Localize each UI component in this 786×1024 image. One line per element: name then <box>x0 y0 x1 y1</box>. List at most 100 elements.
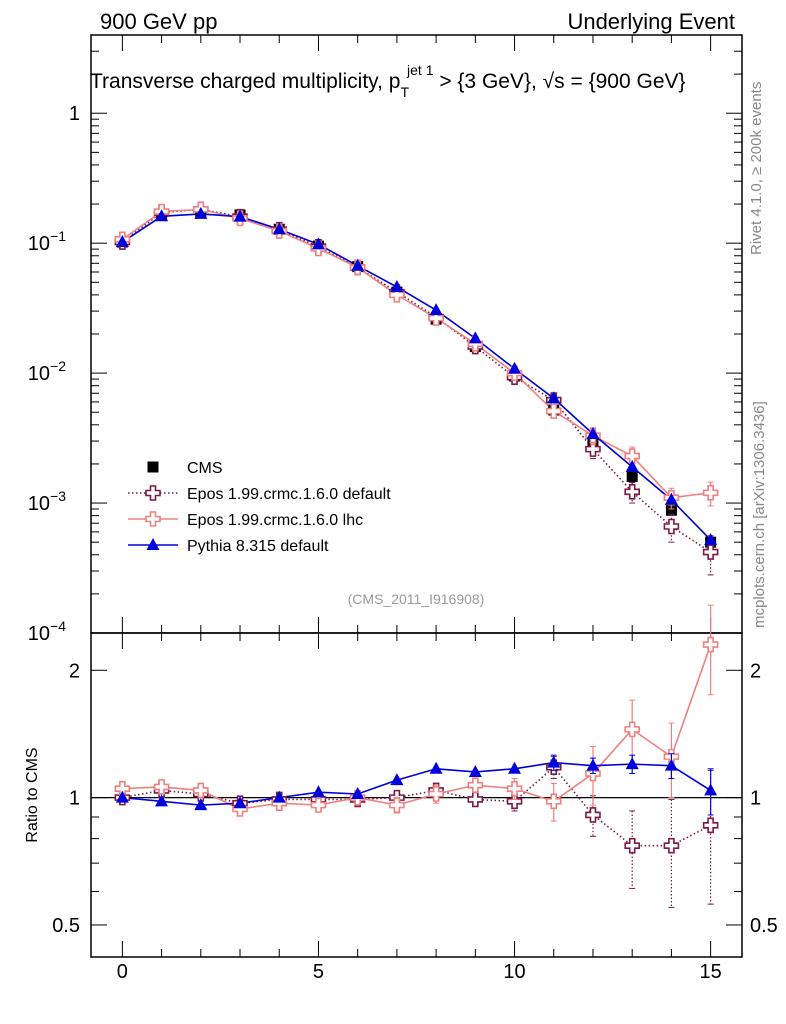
ratio-y-tick-label-right: 0.5 <box>750 915 778 937</box>
y-tick-label-exponent: −4 <box>50 618 66 634</box>
ratio-point-pythia-8-315-default <box>233 796 247 809</box>
ratio-point-epos-1-99-crmc-1-6-0-lhc <box>467 777 484 793</box>
ratio-point-pythia-8-315-default <box>586 758 600 771</box>
header-left: 900 GeV pp <box>100 9 217 34</box>
main-point-pythia-8-315-default <box>351 258 365 271</box>
main-point-epos-1-99-crmc-1-6-0-lhc <box>389 287 405 303</box>
ratio-point-pythia-8-315-default <box>311 785 325 798</box>
ratio-y-tick-label: 1 <box>69 788 80 810</box>
x-tick-label: 10 <box>503 961 525 983</box>
main-line-epos-1-99-crmc-1-6-0-default <box>121 208 712 553</box>
main-point-pythia-8-315-default <box>311 237 325 250</box>
ratio-series-layer <box>114 604 719 908</box>
legend-marker-cms <box>147 461 159 473</box>
y-tick-label-exponent: −3 <box>50 488 66 504</box>
legend-marker-epos-1-99-crmc-1-6-0-default <box>145 485 161 501</box>
legend-marker-pythia-8-315-default <box>146 538 160 550</box>
main-point-epos-1-99-crmc-1-6-0-default <box>585 441 601 457</box>
ratio-point-pythia-8-315-default <box>351 786 365 799</box>
main-axes: 110−110−210−310−4 <box>28 34 742 645</box>
ratio-point-epos-1-99-crmc-1-6-0-lhc <box>428 786 444 802</box>
title-main: Transverse charged multiplicity, p <box>90 70 400 93</box>
ratio-point-pythia-8-315-default <box>508 761 522 774</box>
y-tick-label-base: 10 <box>28 493 50 515</box>
ratio-point-pythia-8-315-default <box>625 757 639 770</box>
ratio-y-tick-label-right: 2 <box>750 660 761 682</box>
ratio-point-epos-1-99-crmc-1-6-0-default <box>663 837 680 854</box>
y-tick-label: 10−1 <box>28 228 66 255</box>
ratio-ylabel: Ratio to CMS <box>24 747 41 842</box>
main-point-pythia-8-315-default <box>155 209 169 222</box>
ratio-line-epos-1-99-crmc-1-6-0-default <box>122 766 711 847</box>
x-tick-label: 5 <box>313 961 324 983</box>
ratio-point-pythia-8-315-default <box>390 773 404 786</box>
main-point-cms <box>665 504 677 516</box>
main-point-pythia-8-315-default <box>115 235 129 248</box>
main-point-pythia-8-315-default <box>547 391 561 404</box>
y-tick-label-base: 10 <box>28 623 50 645</box>
ratio-point-pythia-8-315-default <box>115 790 129 803</box>
y-tick-label-exponent: −1 <box>50 228 66 244</box>
ratio-point-pythia-8-315-default <box>194 798 208 811</box>
main-point-pythia-8-315-default <box>468 331 482 344</box>
ratio-point-pythia-8-315-default <box>664 758 678 771</box>
main-point-epos-1-99-crmc-1-6-0-lhc <box>624 448 640 464</box>
y-tick-label-exponent: −2 <box>50 358 66 374</box>
ratio-point-pythia-8-315-default <box>547 755 561 768</box>
legend: CMS Epos 1.99.crmc.1.6.0 default Epos 1.99… <box>128 460 391 555</box>
main-point-pythia-8-315-default <box>664 492 678 505</box>
ratio-point-pythia-8-315-default <box>272 790 286 803</box>
legend-label-cms: CMS <box>187 460 223 477</box>
main-point-pythia-8-315-default <box>586 426 600 439</box>
legend-label-pythia-8-315-default: Pythia 8.315 default <box>187 538 329 555</box>
ratio-y-tick-label-right: 1 <box>750 788 761 810</box>
main-point-epos-1-99-crmc-1-6-0-default <box>624 484 640 500</box>
ratio-point-epos-1-99-crmc-1-6-0-default <box>506 793 523 810</box>
main-point-epos-1-99-crmc-1-6-0-lhc <box>545 403 562 419</box>
ratio-point-epos-1-99-crmc-1-6-0-default <box>702 817 719 834</box>
ratio-y-tick-label: 2 <box>69 660 80 682</box>
main-point-pythia-8-315-default <box>625 459 639 472</box>
main-series-layer <box>114 201 719 576</box>
y-tick-label: 10−3 <box>28 488 66 515</box>
main-point-cms <box>626 471 638 483</box>
main-point-pythia-8-315-default <box>704 532 718 545</box>
legend-label-epos-1-99-crmc-1-6-0-default: Epos 1.99.crmc.1.6.0 default <box>187 486 391 503</box>
ratio-point-epos-1-99-crmc-1-6-0-default <box>624 837 640 854</box>
x-tick-label: 15 <box>700 961 722 983</box>
title-sup: jet 1 <box>406 62 434 78</box>
y-tick-label: 1 <box>69 103 80 125</box>
ratio-point-epos-1-99-crmc-1-6-0-lhc <box>624 721 640 738</box>
ratio-axes: 2 2 1 1 0.5 0.5 0 5 10 15 <box>52 633 778 983</box>
ratio-point-epos-1-99-crmc-1-6-0-lhc <box>193 782 209 799</box>
x-tick-label: 0 <box>117 961 128 983</box>
ratio-point-epos-1-99-crmc-1-6-0-lhc <box>310 797 327 813</box>
ratio-panel-frame <box>90 632 743 958</box>
ratio-line-epos-1-99-crmc-1-6-0-lhc <box>122 644 712 810</box>
main-point-epos-1-99-crmc-1-6-0-default <box>663 518 680 535</box>
ratio-point-pythia-8-315-default <box>429 761 443 774</box>
analysis-id: (CMS_2011_I916908) <box>348 591 485 607</box>
ratio-point-epos-1-99-crmc-1-6-0-default <box>467 791 484 808</box>
main-point-pythia-8-315-default <box>429 303 443 316</box>
y-tick-label: 10−2 <box>28 358 66 385</box>
ratio-point-pythia-8-315-default <box>468 764 482 777</box>
ratio-point-epos-1-99-crmc-1-6-0-lhc <box>545 793 562 810</box>
ratio-line-pythia-8-315-default <box>122 761 712 806</box>
title-sub: T <box>400 84 409 100</box>
main-line-pythia-8-315-default <box>121 213 712 541</box>
ratio-point-epos-1-99-crmc-1-6-0-lhc <box>389 797 405 813</box>
ratio-point-pythia-8-315-default <box>704 783 718 796</box>
ratio-point-pythia-8-315-default <box>155 794 169 807</box>
main-line-epos-1-99-crmc-1-6-0-lhc <box>121 208 711 499</box>
main-point-pythia-8-315-default <box>233 209 247 222</box>
main-point-pythia-8-315-default <box>272 222 286 235</box>
ratio-point-epos-1-99-crmc-1-6-0-lhc <box>153 779 170 795</box>
title-rest: > {3 GeV}, √s = {900 GeV} <box>433 70 685 93</box>
legend-label-epos-1-99-crmc-1-6-0-lhc: Epos 1.99.crmc.1.6.0 lhc <box>187 512 363 529</box>
ratio-point-epos-1-99-crmc-1-6-0-default <box>585 807 601 823</box>
rivet-label: Rivet 4.1.0, ≥ 200k events <box>748 82 765 255</box>
header-right: Underlying Event <box>567 9 735 34</box>
mcplots-label: mcplots.cern.ch [arXiv:1306.3436] <box>751 401 768 628</box>
